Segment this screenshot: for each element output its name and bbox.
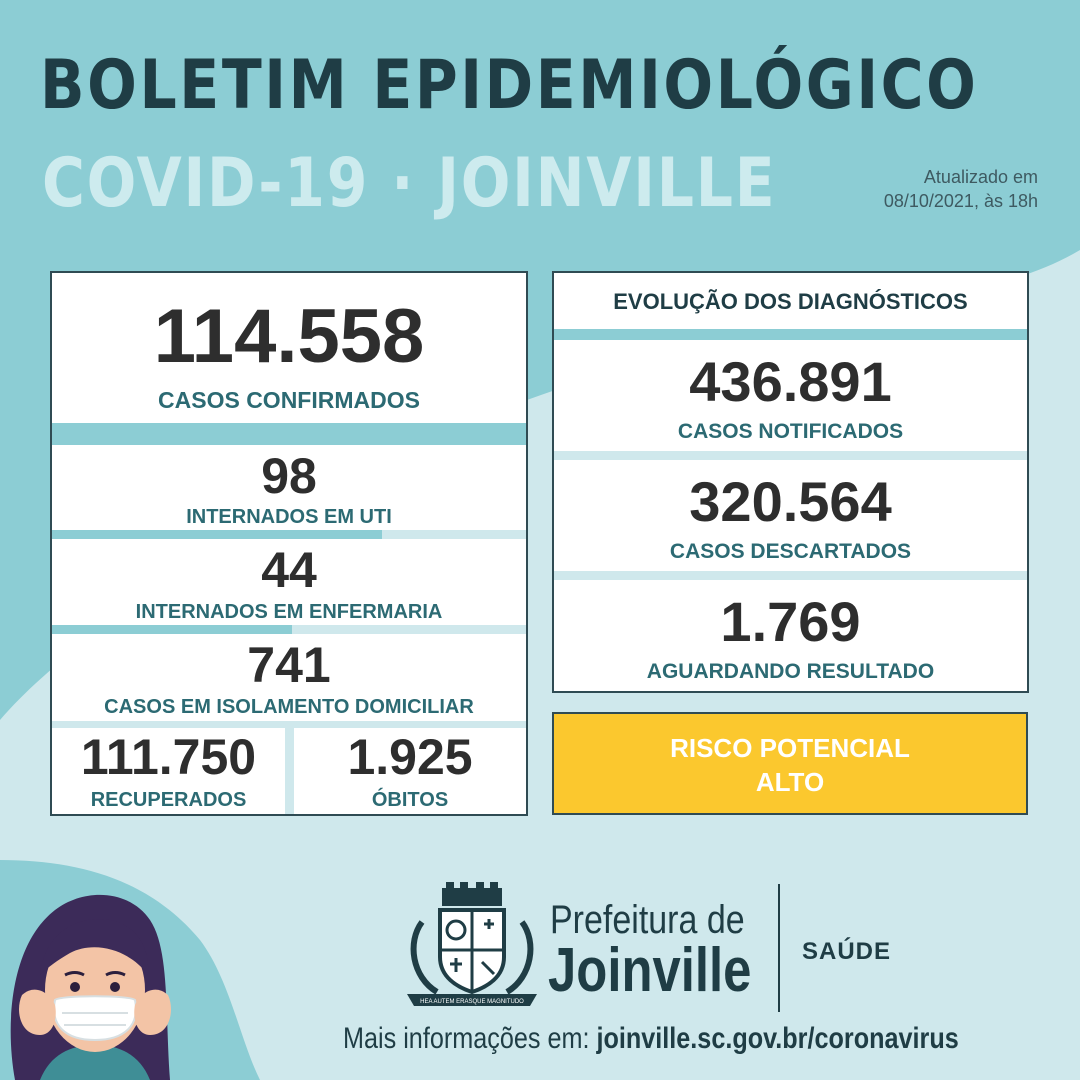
crest-motto: HEA AUTEM ERASQUE MAGNITUDO <box>420 999 524 1005</box>
diagnostics-heading-card: EVOLUÇÃO DOS DIAGNÓSTICOS <box>554 273 1027 329</box>
department-label: SAÚDE <box>802 938 892 965</box>
notified-label: CASOS NOTIFICADOS <box>677 420 904 443</box>
deaths-label: ÓBITOS <box>371 789 449 811</box>
divider <box>52 423 526 445</box>
divider <box>52 721 526 728</box>
home-isolation-label: CASOS EM ISOLAMENTO DOMICILIAR <box>104 696 474 718</box>
icu-card: 98 INTERNADOS EM UTI <box>52 445 526 530</box>
icu-label: INTERNADOS EM UTI <box>186 506 392 528</box>
deaths-card: 1.925 ÓBITOS <box>294 728 526 814</box>
updated-date: 08/10/2021, às 18h <box>883 191 1038 211</box>
divider <box>554 571 1027 580</box>
ward-label: INTERNADOS EM ENFERMARIA <box>135 601 443 623</box>
risk-label: RISCO POTENCIAL <box>670 733 910 763</box>
deaths-value: 1.925 <box>347 729 473 785</box>
more-info-link[interactable]: joinville.sc.gov.br/coronavirus <box>596 1022 959 1055</box>
discarded-card: 320.564 CASOS DESCARTADOS <box>554 460 1027 571</box>
divider <box>52 625 526 634</box>
more-info-prefix: Mais informações em: <box>343 1022 597 1055</box>
ward-card: 44 INTERNADOS EM ENFERMARIA <box>52 539 526 625</box>
ward-value: 44 <box>261 542 317 598</box>
more-info: Mais informações em: joinville.sc.gov.br… <box>343 1024 959 1054</box>
awaiting-value: 1.769 <box>720 590 861 653</box>
organization-logo: HEA AUTEM ERASQUE MAGNITUDO Prefeitura d… <box>400 878 900 1018</box>
divider <box>554 451 1027 460</box>
confirmed-value: 114.558 <box>153 294 425 379</box>
recovered-card: 111.750 RECUPERADOS <box>52 728 285 814</box>
awaiting-label: AGUARDANDO RESULTADO <box>646 660 935 683</box>
divider <box>285 728 294 814</box>
updated-timestamp: Atualizado em 08/10/2021, às 18h <box>884 165 1038 213</box>
updated-label: Atualizado em <box>923 167 1038 187</box>
home-isolation-card: 741 CASOS EM ISOLAMENTO DOMICILIAR <box>52 634 526 721</box>
risk-badge: RISCO POTENCIAL ALTO <box>552 712 1028 815</box>
discarded-label: CASOS DESCARTADOS <box>669 540 912 563</box>
page-subtitle: COVID-19 · JOINVILLE <box>42 144 777 223</box>
org-name-line1: Prefeitura de <box>550 898 745 942</box>
risk-level: ALTO <box>755 767 825 797</box>
logo-divider <box>778 884 780 1012</box>
notified-value: 436.891 <box>689 350 892 413</box>
confirmed-label: CASOS CONFIRMADOS <box>158 387 420 413</box>
recovered-label: RECUPERADOS <box>90 789 247 811</box>
icu-value: 98 <box>261 448 317 504</box>
notified-card: 436.891 CASOS NOTIFICADOS <box>554 340 1027 451</box>
org-name-line2: Joinville <box>548 936 752 1005</box>
discarded-value: 320.564 <box>689 470 892 533</box>
woman-with-mask-illustration <box>10 894 171 1080</box>
page-title: BOLETIM EPIDEMIOLÓGICO <box>40 46 979 125</box>
home-isolation-value: 741 <box>247 637 331 693</box>
diagnostics-heading: EVOLUÇÃO DOS DIAGNÓSTICOS <box>613 289 968 314</box>
joinville-crest-icon: HEA AUTEM ERASQUE MAGNITUDO <box>407 882 537 1006</box>
awaiting-card: 1.769 AGUARDANDO RESULTADO <box>554 580 1027 691</box>
divider <box>554 329 1027 340</box>
recovered-value: 111.750 <box>80 729 257 785</box>
divider <box>52 530 526 539</box>
confirmed-card: 114.558 CASOS CONFIRMADOS <box>52 273 526 423</box>
